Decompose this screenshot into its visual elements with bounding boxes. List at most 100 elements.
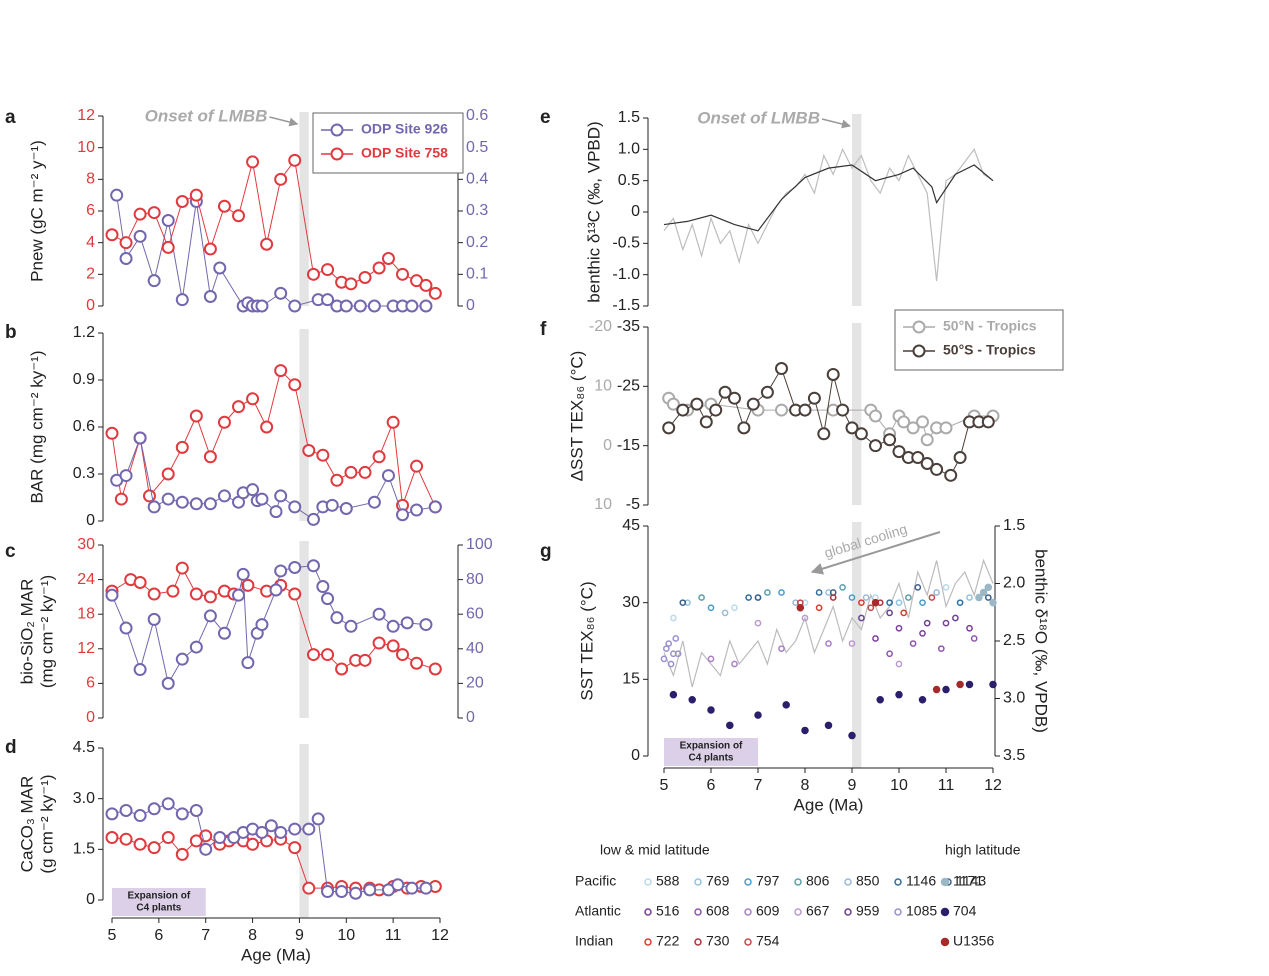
data-point xyxy=(288,587,302,601)
x-tick-label: 6 xyxy=(154,927,163,944)
site-point xyxy=(895,690,903,699)
data-point xyxy=(203,609,217,623)
data-point xyxy=(166,584,180,598)
y2-tick-label: 60 xyxy=(466,605,484,622)
y2-tick-label: 0.4 xyxy=(466,171,488,188)
data-point xyxy=(105,228,119,242)
legend-label: 50°N - Tropics xyxy=(943,318,1037,334)
data-point xyxy=(419,881,433,895)
data-point xyxy=(142,489,156,503)
data-point xyxy=(269,505,283,519)
data-point xyxy=(147,841,161,855)
data-point xyxy=(133,575,147,589)
y2-tick-label: 100 xyxy=(466,536,493,553)
y-tick-label: 1.0 xyxy=(618,141,640,158)
data-point xyxy=(944,468,958,482)
site-point xyxy=(966,594,973,601)
y-tick-label: 0 xyxy=(86,512,95,529)
data-point xyxy=(920,456,934,470)
y-tick-label: 12 xyxy=(77,640,95,657)
inset-box xyxy=(664,738,758,766)
y-tick-label: 3.0 xyxy=(73,790,95,807)
data-point xyxy=(699,415,713,429)
x-tick-label: 10 xyxy=(890,777,908,794)
site-point xyxy=(919,629,926,637)
site-point xyxy=(965,680,974,689)
y-axis-title: SST TEX₈₆ (°C) xyxy=(577,581,596,700)
y-tick-label: 1.2 xyxy=(73,324,95,341)
legend-label: 1085 xyxy=(906,903,937,919)
data-point xyxy=(372,450,386,464)
site-point xyxy=(905,594,912,601)
highlight-band xyxy=(299,329,309,521)
data-point xyxy=(330,611,344,625)
data-point xyxy=(260,237,274,251)
site-point xyxy=(721,609,729,617)
legend-box xyxy=(312,112,464,174)
site-point xyxy=(932,685,941,694)
data-point xyxy=(335,662,349,676)
x-tick-label: 7 xyxy=(201,927,210,944)
data-point xyxy=(306,559,320,573)
data-point xyxy=(746,397,760,411)
legend-marker xyxy=(912,320,926,334)
data-point xyxy=(255,492,269,506)
series-line xyxy=(111,159,436,294)
legend-marker xyxy=(644,908,652,916)
y2-tick-label: 0.3 xyxy=(466,202,488,219)
y2-tick-label: 40 xyxy=(466,640,484,657)
site-point xyxy=(886,599,893,607)
data-point xyxy=(264,819,278,833)
legend-label: 797 xyxy=(756,873,780,889)
y-tick-label: -0.5 xyxy=(612,235,640,252)
data-point xyxy=(189,188,203,202)
data-point xyxy=(775,362,788,376)
legend-marker xyxy=(330,123,344,137)
data-point xyxy=(217,489,231,503)
site-point xyxy=(918,696,927,704)
data-point xyxy=(175,293,189,307)
site-point xyxy=(942,583,950,591)
data-point xyxy=(203,290,217,303)
data-point xyxy=(367,299,381,313)
data-point xyxy=(344,277,358,291)
site-point xyxy=(886,650,893,658)
y2-tick-label: 80 xyxy=(466,571,484,588)
data-point xyxy=(161,240,175,254)
data-point xyxy=(105,588,119,602)
annotation: Onset of LMBB xyxy=(697,108,820,127)
data-point xyxy=(817,427,831,441)
y2-tick-label: 1.5 xyxy=(1003,517,1025,534)
data-point xyxy=(175,440,189,454)
site-point xyxy=(745,594,752,601)
data-point xyxy=(892,445,906,459)
x-axis-title: Age (Ma) xyxy=(241,945,311,964)
y2-tick-label: 0.5 xyxy=(466,139,488,156)
legend-marker xyxy=(744,908,752,916)
y-tick-label: 4 xyxy=(86,234,95,251)
data-point xyxy=(428,500,442,514)
x-axis-title: Age (Ma) xyxy=(794,795,864,814)
data-point xyxy=(306,267,320,281)
site-point xyxy=(895,599,903,607)
data-point xyxy=(335,885,349,899)
trend-arrow xyxy=(810,531,941,575)
legend-label: 730 xyxy=(706,933,730,949)
y-tick-label: 10 xyxy=(77,139,95,156)
data-point xyxy=(718,385,732,399)
data-point xyxy=(916,415,929,429)
annotation: Onset of LMBB xyxy=(145,106,268,125)
data-point xyxy=(306,512,320,526)
site-point xyxy=(698,594,705,601)
data-point xyxy=(288,560,302,574)
data-point xyxy=(709,403,723,417)
site-point xyxy=(984,594,992,601)
data-point xyxy=(311,812,325,826)
y-tick-label: 0.9 xyxy=(73,371,95,388)
highlight-band xyxy=(299,112,309,306)
legend-marker xyxy=(940,937,950,947)
site-point xyxy=(674,650,682,658)
data-point xyxy=(845,421,859,435)
data-point xyxy=(199,842,213,856)
y2-tick-label: 3.5 xyxy=(1003,747,1025,764)
